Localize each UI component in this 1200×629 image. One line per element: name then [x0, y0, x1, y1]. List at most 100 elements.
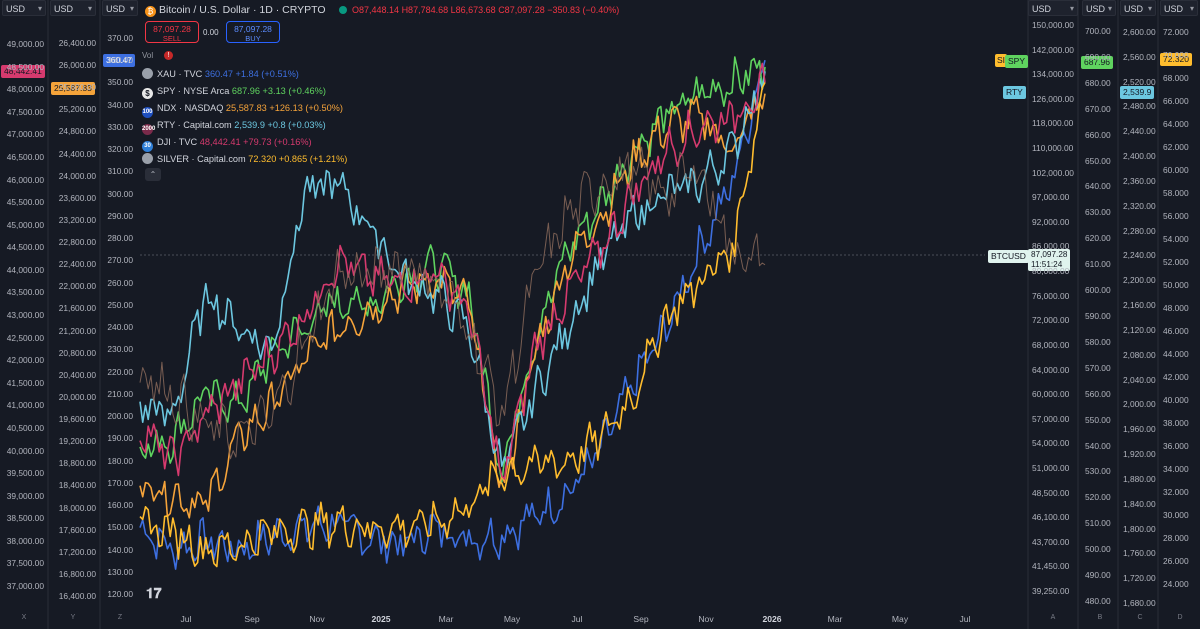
legend-series-name: NDX · NASDAQ [157, 103, 226, 113]
c-scale-tick-label: 30.000 [1163, 510, 1189, 520]
a-scale-tick-label: 540.00 [1085, 440, 1111, 451]
y-scale-tick-label: 20,400.00 [58, 369, 96, 380]
tradingview-logo: 𝟏𝟕 [146, 586, 162, 602]
z-scale-tick-label: 230.00 [107, 344, 133, 355]
b-scale-tick-label: 2,120.00 [1123, 324, 1156, 335]
z-scale-tick-label: 300.00 [107, 188, 133, 199]
currency-select-btc[interactable]: USD ▾ [1028, 0, 1078, 16]
btc-scale-tick-label: 57,000.00 [1032, 413, 1070, 424]
legend-series-value: 2,539.9 +0.8 (+0.03%) [234, 120, 326, 130]
legend-item[interactable]: 30 DJI · TVC 48,442.41 +79.73 (+0.16%) [142, 135, 312, 152]
x-scale-tick-label: 42,000.00 [6, 355, 44, 366]
symbol-title[interactable]: ₿ Bitcoin / U.S. Dollar · 1D · CRYPTO [145, 3, 326, 17]
ohlc-readout: O87,448.14 H87,784.68 L86,673.68 C87,097… [352, 3, 619, 17]
chevron-down-icon: ▾ [129, 4, 134, 13]
btc-scale-tick-label: 134,000.00 [1032, 69, 1074, 80]
spy-price-tag: 687.96 [1081, 56, 1113, 69]
z-scale-tick-label: 170.00 [107, 477, 133, 488]
currency-select-b[interactable]: USD ▾ [1120, 0, 1156, 16]
silver-short-tag: SI [995, 54, 1008, 67]
bitcoin-icon: ₿ [145, 6, 156, 17]
legend-series-value: 25,587.83 +126.13 (+0.50%) [225, 103, 343, 113]
sell-price: 87,097.28 [153, 24, 191, 34]
btc-scale-tick-label: 80,000.00 [1032, 266, 1070, 277]
chevron-down-icon: ▾ [1147, 4, 1152, 13]
series-line-xau [139, 60, 766, 570]
a-scale-tick-label: 680.00 [1085, 77, 1111, 88]
z-scale-tick-label: 120.00 [107, 589, 133, 599]
b-scale-tick-label: 2,480.00 [1123, 101, 1156, 112]
b-scale-tick-label: 2,520.00 [1123, 76, 1156, 87]
legend-item[interactable]: SILVER · Capital.com 72.320 +0.865 (+1.2… [142, 152, 347, 166]
currency-select-c[interactable]: USD ▾ [1160, 0, 1198, 16]
y-scale-tick-label: 19,200.00 [58, 436, 96, 447]
legend-item[interactable]: $ SPY · NYSE Arca 687.96 +3.13 (+0.46%) [142, 84, 326, 99]
time-tick-label: Nov [309, 614, 325, 624]
ohlc-close: C87,097.28 [498, 5, 545, 15]
c-scale-tick-label: 54.000 [1163, 234, 1189, 244]
b-scale-tick-label: 2,600.00 [1123, 27, 1156, 37]
time-tick-label: Mar [438, 614, 454, 624]
btc-scale-tick-label: 86,000.00 [1032, 241, 1070, 252]
b-scale-tick-label: 2,240.00 [1123, 250, 1156, 261]
scale-id-label: A [1050, 614, 1056, 621]
btc-scale-tick-label: 46,100.00 [1032, 512, 1070, 523]
z-scale-tick-label: 320.00 [107, 144, 133, 155]
currency-select-a[interactable]: USD ▾ [1082, 0, 1116, 16]
buy-price: 87,097.28 [234, 24, 272, 34]
c-scale-tick-label: 40.000 [1163, 395, 1189, 405]
sell-label: SELL [162, 34, 182, 43]
legend-item[interactable]: XAU · TVC 360.47 +1.84 (+0.51%) [142, 67, 299, 81]
time-tick-label: 2026 [762, 614, 782, 624]
b-scale-tick-label: 2,560.00 [1123, 51, 1156, 62]
b-scale-tick-label: 1,920.00 [1123, 449, 1156, 460]
z-scale-tick-label: 350.00 [107, 77, 133, 88]
btc-scale-tick-label: 110,000.00 [1032, 143, 1074, 154]
x-scale-tick-label: 42,500.00 [6, 332, 44, 343]
alert-icon[interactable]: ! [164, 51, 173, 60]
y-scale-tick-label: 16,800.00 [58, 568, 96, 579]
x-scale-tick-label: 39,500.00 [6, 468, 44, 479]
collapse-legend-button[interactable]: ⌃ [145, 168, 161, 181]
btc-scale-tick-label: 41,450.00 [1032, 561, 1070, 572]
y-scale-tick-label: 18,400.00 [58, 480, 96, 491]
sell-button[interactable]: 87,097.28 SELL [145, 21, 199, 43]
a-scale-tick-label: 560.00 [1085, 388, 1111, 399]
legend-item[interactable]: 2000 RTY · Capital.com 2,539.9 +0.8 (+0.0… [142, 118, 326, 135]
dji-price-tag: 48,442.41 [1, 65, 45, 78]
chevron-down-icon: ▾ [1107, 4, 1112, 13]
btc-scale-tick-label: 76,000.00 [1032, 290, 1070, 301]
y-scale-tick-label: 20,000.00 [58, 391, 96, 402]
ohlc-open: O87,448.14 [352, 5, 400, 15]
z-scale-tick-label: 250.00 [107, 299, 133, 310]
chevron-down-icon: ▾ [1189, 4, 1194, 13]
c-scale-tick-label: 58.000 [1163, 188, 1189, 198]
time-tick-label: Mar [827, 614, 843, 624]
time-tick-label: Jul [180, 614, 192, 624]
x-scale-tick-label: 43,000.00 [6, 310, 44, 320]
y-scale-tick-label: 17,600.00 [58, 524, 96, 535]
y-scale-tick-label: 24,400.00 [58, 148, 96, 159]
series-line-rty [139, 71, 766, 467]
volume-label[interactable]: Vol [142, 51, 154, 60]
legend-item[interactable]: 100 NDX · NASDAQ 25,587.83 +126.13 (+0.50… [142, 101, 343, 118]
y-scale-tick-label: 19,600.00 [58, 414, 96, 425]
buy-button[interactable]: 87,097.28 BUY [226, 21, 280, 43]
currency-select-z[interactable]: USD ▾ [102, 0, 138, 16]
btc-scale-tick-label: 92,000.00 [1032, 216, 1070, 227]
btc-price-tag: 87,097.28 11:51:24 [1028, 249, 1071, 271]
b-scale-tick-label: 1,720.00 [1123, 573, 1156, 584]
legend-series-name: DJI · TVC [157, 137, 200, 147]
c-scale-tick-label: 28.000 [1163, 533, 1189, 543]
y-scale-tick-label: 26,000.00 [58, 60, 96, 71]
x-scale-tick-label: 38,000.00 [6, 535, 44, 546]
series-line-dji [139, 62, 766, 480]
gold-icon [142, 68, 153, 79]
currency-select-x[interactable]: USD ▾ [2, 0, 46, 16]
c-scale-tick-label: 50.000 [1163, 280, 1189, 290]
c-scale-tick-label: 62.000 [1163, 142, 1189, 152]
btc-scale-tick-label: 68,000.00 [1032, 339, 1070, 350]
currency-select-y[interactable]: USD ▾ [50, 0, 96, 16]
x-scale-tick-label: 40,500.00 [6, 422, 44, 433]
